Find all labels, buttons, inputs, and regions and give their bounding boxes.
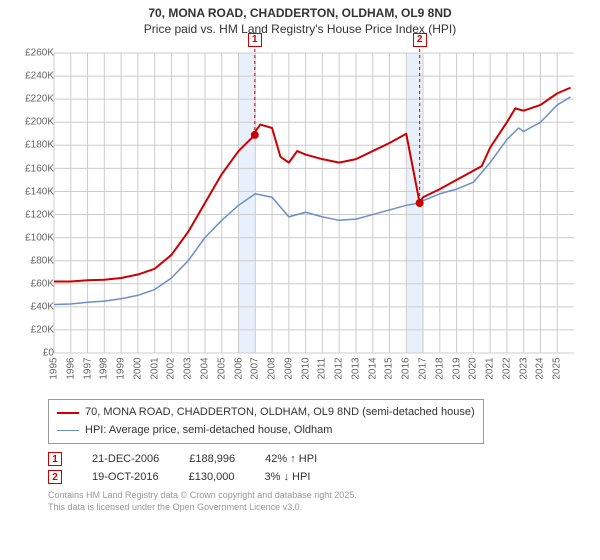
x-axis-label: 2011 [317,358,328,380]
events-table: 1 21-DEC-2006 £188,996 42% ↑ HPI 2 19-OC… [48,452,592,484]
x-axis-label: 1996 [65,358,76,380]
event-date: 21-DEC-2006 [92,453,159,465]
chart-area: 12£0£20K£40K£60K£80K£100K£120K£140K£160K… [14,43,584,393]
x-axis-label: 1995 [49,358,60,380]
event-price: £188,996 [189,453,235,465]
y-axis-label: £100K [25,232,54,243]
event-badge: 1 [48,452,62,466]
legend-swatch [57,430,79,431]
legend-swatch [57,412,79,414]
y-axis-label: £240K [25,71,54,82]
event-delta: 42% ↑ HPI [265,453,317,465]
x-axis-label: 1997 [82,358,93,380]
x-axis-label: 2023 [518,358,529,380]
x-axis-label: 2003 [183,358,194,380]
x-axis-label: 2016 [401,358,412,380]
x-axis-label: 2017 [418,358,429,380]
x-axis-label: 2024 [535,358,546,380]
x-axis-label: 2009 [283,358,294,380]
chart-titles: 70, MONA ROAD, CHADDERTON, OLDHAM, OL9 8… [8,6,592,37]
event-marker: 1 [248,33,262,47]
chart-title: 70, MONA ROAD, CHADDERTON, OLDHAM, OL9 8… [8,6,592,22]
legend-item: 70, MONA ROAD, CHADDERTON, OLDHAM, OL9 8… [57,404,475,422]
x-axis-label: 2004 [199,358,210,380]
legend: 70, MONA ROAD, CHADDERTON, OLDHAM, OL9 8… [48,399,484,444]
x-axis-label: 2010 [300,358,311,380]
x-axis-label: 2005 [216,358,227,380]
x-axis-label: 2021 [485,358,496,380]
y-axis-label: £140K [25,186,54,197]
x-axis-label: 2007 [250,358,261,380]
event-date: 19-OCT-2016 [92,471,159,483]
x-axis-label: 1998 [99,358,110,380]
x-axis-label: 2013 [350,358,361,380]
y-axis-label: £260K [25,48,54,59]
x-axis-label: 2019 [451,358,462,380]
x-axis-label: 1999 [116,358,127,380]
legend-label: 70, MONA ROAD, CHADDERTON, OLDHAM, OL9 8… [85,404,475,422]
y-axis-label: £200K [25,117,54,128]
y-axis-label: £60K [31,278,54,289]
x-axis-label: 2012 [334,358,345,380]
x-axis-label: 2008 [267,358,278,380]
legend-label: HPI: Average price, semi-detached house,… [85,422,332,440]
x-axis-label: 2015 [384,358,395,380]
event-badge: 2 [48,470,62,484]
chart-svg [14,43,584,393]
x-axis-label: 2022 [501,358,512,380]
y-axis-label: £160K [25,163,54,174]
y-axis-label: £220K [25,94,54,105]
x-axis-label: 2025 [552,358,563,380]
attribution-line: Contains HM Land Registry data © Crown c… [48,490,592,502]
chart-container: 70, MONA ROAD, CHADDERTON, OLDHAM, OL9 8… [0,0,600,560]
attribution-line: This data is licensed under the Open Gov… [48,502,592,514]
legend-item: HPI: Average price, semi-detached house,… [57,422,475,440]
x-axis-label: 2002 [166,358,177,380]
x-axis-label: 2001 [149,358,160,380]
event-row: 2 19-OCT-2016 £130,000 3% ↓ HPI [48,470,592,484]
event-row: 1 21-DEC-2006 £188,996 42% ↑ HPI [48,452,592,466]
y-axis-label: £80K [31,255,54,266]
y-axis-label: £180K [25,140,54,151]
x-axis-label: 2000 [132,358,143,380]
y-axis-label: £40K [31,302,54,313]
y-axis-label: £20K [31,325,54,336]
x-axis-label: 2014 [367,358,378,380]
event-delta: 3% ↓ HPI [265,471,311,483]
event-marker: 2 [413,33,427,47]
event-price: £130,000 [189,471,235,483]
y-axis-label: £120K [25,209,54,220]
x-axis-label: 2006 [233,358,244,380]
x-axis-label: 2020 [468,358,479,380]
x-axis-label: 2018 [434,358,445,380]
attribution: Contains HM Land Registry data © Crown c… [48,490,592,513]
chart-subtitle: Price paid vs. HM Land Registry's House … [8,22,592,38]
